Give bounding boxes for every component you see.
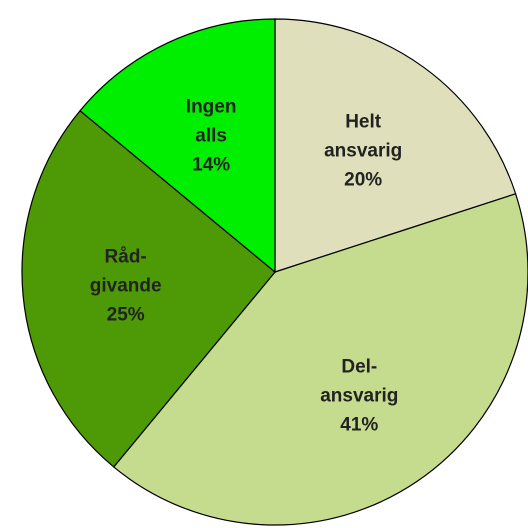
value-label: 20% bbox=[344, 169, 383, 191]
slice bbox=[274, 18, 517, 273]
value-label: 41% bbox=[340, 414, 379, 436]
slice-label: Del-ansvarig 41% bbox=[320, 353, 398, 440]
category-label: Del-ansvarig bbox=[320, 356, 399, 407]
category-label: Råd-givande bbox=[89, 246, 162, 297]
value-label: 14% bbox=[192, 154, 231, 176]
slice-label: Ingen alls 14% bbox=[186, 93, 237, 180]
slice-label: Råd-givande 25% bbox=[90, 243, 162, 330]
slice bbox=[79, 18, 276, 274]
value-label: 25% bbox=[106, 304, 145, 326]
slice bbox=[21, 109, 276, 468]
category-label: Ingen alls bbox=[185, 96, 237, 147]
category-label: Helt ansvarig bbox=[324, 111, 403, 162]
slice-label: Helt ansvarig 20% bbox=[324, 107, 402, 194]
